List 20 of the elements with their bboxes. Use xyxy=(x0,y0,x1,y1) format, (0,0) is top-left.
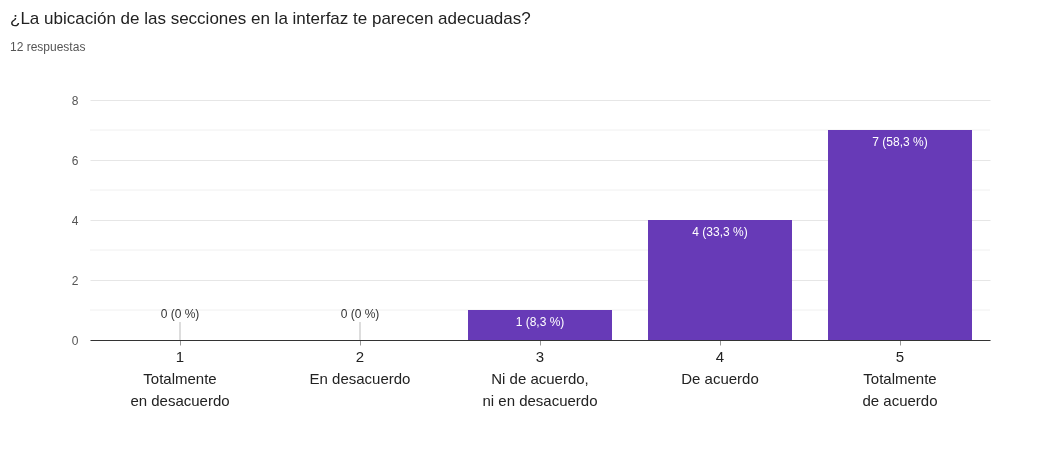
bar xyxy=(828,130,972,340)
y-tick-label: 2 xyxy=(71,273,79,288)
x-tick-label: 3 Ni de acuerdo, ni en desacuerdo xyxy=(482,347,598,409)
y-tick-label: 6 xyxy=(71,153,79,168)
data-label: 0 (0 %) xyxy=(160,307,200,321)
y-tick-label: 0 xyxy=(71,333,79,348)
data-label: 7 (58,3 %) xyxy=(872,135,928,149)
bar xyxy=(648,220,792,340)
x-tick-label: 2 En desacuerdo xyxy=(309,347,411,387)
chart-subtitle: 12 respuestas xyxy=(10,40,86,54)
y-tick-label: 4 xyxy=(71,213,79,228)
data-label: 0 (0 %) xyxy=(340,307,380,321)
data-label: 4 (33,3 %) xyxy=(692,225,748,239)
y-tick-label: 8 xyxy=(71,93,79,108)
bar xyxy=(468,310,612,340)
chart-title: ¿La ubicación de las secciones en la interfaz te parecen adecuadas? xyxy=(10,9,531,28)
x-tick-label: 5 Totalmente de acuerdo xyxy=(862,347,938,409)
data-label: 1 (8,3 %) xyxy=(515,315,565,329)
x-tick-label: 4 De acuerdo xyxy=(681,347,759,387)
x-tick-label: 1 Totalmente en desacuerdo xyxy=(130,347,230,409)
